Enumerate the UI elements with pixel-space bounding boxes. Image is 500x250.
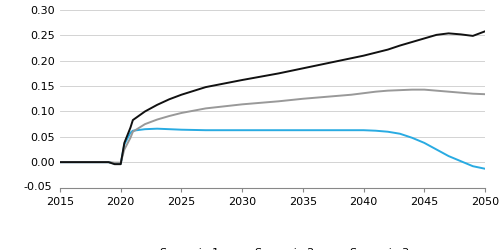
Scenario 2 [372,90,378,93]
Scenario 2 [385,89,391,92]
Scenario 1 [178,128,184,131]
Scenario 3 [122,142,128,144]
Line: Scenario 1: Scenario 1 [60,129,485,169]
Scenario 1 [130,129,136,132]
Scenario 2 [360,92,366,95]
Scenario 3 [106,161,112,164]
Scenario 1 [154,127,160,130]
Scenario 1 [348,129,354,132]
Scenario 3 [69,161,75,164]
Scenario 1 [82,161,87,164]
Scenario 3 [360,54,366,57]
Scenario 1 [300,129,306,132]
Scenario 3 [130,118,136,122]
Scenario 3 [112,163,117,166]
Scenario 2 [300,97,306,100]
Scenario 3 [397,44,403,47]
Scenario 1 [470,165,476,168]
Scenario 2 [397,89,403,92]
Scenario 1 [118,162,124,165]
Scenario 3 [324,62,330,65]
Scenario 3 [57,161,63,164]
Scenario 1 [385,130,391,133]
Scenario 1 [202,129,208,132]
Scenario 3 [82,161,87,164]
Scenario 1 [482,167,488,170]
Scenario 1 [142,128,148,131]
Scenario 1 [239,129,245,132]
Scenario 1 [446,154,452,158]
Scenario 2 [106,161,112,164]
Scenario 1 [276,129,281,132]
Scenario 3 [458,33,464,36]
Scenario 1 [69,161,75,164]
Scenario 3 [446,32,452,35]
Scenario 1 [94,161,100,164]
Scenario 2 [118,161,124,164]
Scenario 3 [239,78,245,82]
Scenario 1 [106,161,112,164]
Scenario 2 [422,88,428,91]
Scenario 3 [94,161,100,164]
Scenario 2 [324,95,330,98]
Scenario 2 [482,93,488,96]
Scenario 1 [360,129,366,132]
Scenario 3 [434,34,440,36]
Scenario 3 [166,98,172,101]
Scenario 3 [482,30,488,33]
Scenario 2 [94,161,100,164]
Scenario 2 [82,161,87,164]
Scenario 3 [154,103,160,106]
Scenario 3 [128,126,134,129]
Scenario 1 [458,160,464,163]
Scenario 3 [142,110,148,113]
Scenario 2 [112,161,117,164]
Scenario 1 [122,143,128,146]
Scenario 3 [276,72,281,75]
Line: Scenario 2: Scenario 2 [60,90,485,163]
Scenario 3 [300,67,306,70]
Scenario 1 [422,142,428,144]
Scenario 3 [470,34,476,37]
Scenario 2 [130,130,136,133]
Scenario 2 [57,161,63,164]
Legend: Scenario 1, Scenario 2, Scenario 3: Scenario 1, Scenario 2, Scenario 3 [132,244,414,250]
Text: -0.05: -0.05 [23,182,52,192]
Scenario 3 [178,93,184,96]
Scenario 3 [409,40,415,43]
Scenario 1 [409,136,415,139]
Scenario 2 [409,88,415,91]
Scenario 3 [372,51,378,54]
Scenario 2 [178,112,184,114]
Scenario 2 [142,122,148,126]
Scenario 2 [434,89,440,92]
Scenario 2 [154,118,160,121]
Scenario 2 [69,161,75,164]
Scenario 1 [57,161,63,164]
Scenario 1 [397,132,403,135]
Scenario 2 [276,100,281,103]
Scenario 1 [112,162,117,165]
Scenario 2 [122,148,128,151]
Scenario 2 [470,92,476,95]
Scenario 2 [458,91,464,94]
Scenario 2 [202,107,208,110]
Scenario 2 [166,114,172,117]
Scenario 1 [128,131,134,134]
Scenario 2 [348,93,354,96]
Scenario 1 [434,148,440,151]
Scenario 3 [348,57,354,60]
Scenario 1 [166,128,172,131]
Line: Scenario 3: Scenario 3 [60,31,485,164]
Scenario 3 [385,48,391,51]
Scenario 2 [239,103,245,106]
Scenario 2 [446,90,452,93]
Scenario 1 [324,129,330,132]
Scenario 3 [118,163,124,166]
Scenario 3 [422,37,428,40]
Scenario 2 [128,136,134,139]
Scenario 3 [202,86,208,88]
Scenario 1 [372,129,378,132]
